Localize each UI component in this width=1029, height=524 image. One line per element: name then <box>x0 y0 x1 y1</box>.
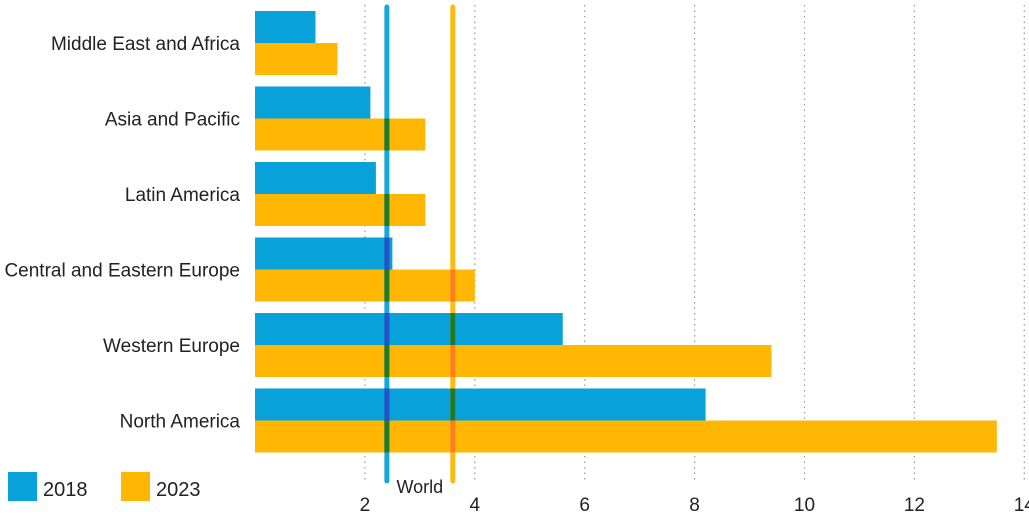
legend: 2018 2023 <box>8 472 201 501</box>
category-label: North America <box>120 412 241 433</box>
bars-layer <box>255 11 997 453</box>
bar-2018-2 <box>255 162 376 194</box>
x-tick-label: 6 <box>579 495 590 516</box>
x-axis-ticks: 2 4 6 8 10 12 14 <box>360 495 1029 516</box>
x-tick-label: 8 <box>689 495 700 516</box>
x-tick-label: 4 <box>470 495 481 516</box>
bar-2023-3 <box>255 269 475 302</box>
bar-2023-2 <box>255 194 426 226</box>
world-line-overlap <box>384 345 390 377</box>
bar-2018-1 <box>255 86 371 119</box>
labels-layer: Middle East and Africa Asia and Pacific La… <box>4 34 443 497</box>
world-line-overlap <box>450 269 456 302</box>
world-line-overlap <box>384 269 390 302</box>
world-line-overlap <box>450 345 456 377</box>
x-tick-label: 10 <box>794 495 815 516</box>
legend-label: 2018 <box>43 479 88 501</box>
world-line-overlap <box>450 313 456 345</box>
reference-lines-layer <box>384 4 456 484</box>
category-label: Asia and Pacific <box>105 110 240 131</box>
world-line-overlap <box>450 420 456 453</box>
world-line-overlap <box>384 194 390 226</box>
world-label: World <box>397 477 444 497</box>
x-tick-label: 12 <box>904 495 925 516</box>
legend-swatch-2018 <box>8 472 37 501</box>
world-line-overlap <box>384 118 390 151</box>
bar-2023-4 <box>255 345 772 377</box>
legend-label: 2023 <box>156 479 201 501</box>
x-tick-label: 14 <box>1014 495 1029 516</box>
category-label: Western Europe <box>103 336 240 357</box>
category-label: Middle East and Africa <box>51 34 240 55</box>
category-label: Central and Eastern Europe <box>4 261 240 282</box>
bar-2018-5 <box>255 388 706 421</box>
bar-2018-3 <box>255 237 393 270</box>
bar-2023-5 <box>255 420 997 453</box>
bar-2023-1 <box>255 118 426 151</box>
world-line-overlap <box>384 237 390 270</box>
bar-2018-0 <box>255 11 316 43</box>
legend-swatch-2023 <box>121 472 150 501</box>
world-line-overlap <box>384 313 390 345</box>
world-line-overlap <box>384 420 390 453</box>
world-line-overlap <box>450 388 456 421</box>
category-label: Latin America <box>125 185 241 206</box>
x-tick-label: 2 <box>360 495 371 516</box>
bar-2018-4 <box>255 313 563 345</box>
world-line-overlap <box>384 388 390 421</box>
bar-2023-0 <box>255 43 338 75</box>
